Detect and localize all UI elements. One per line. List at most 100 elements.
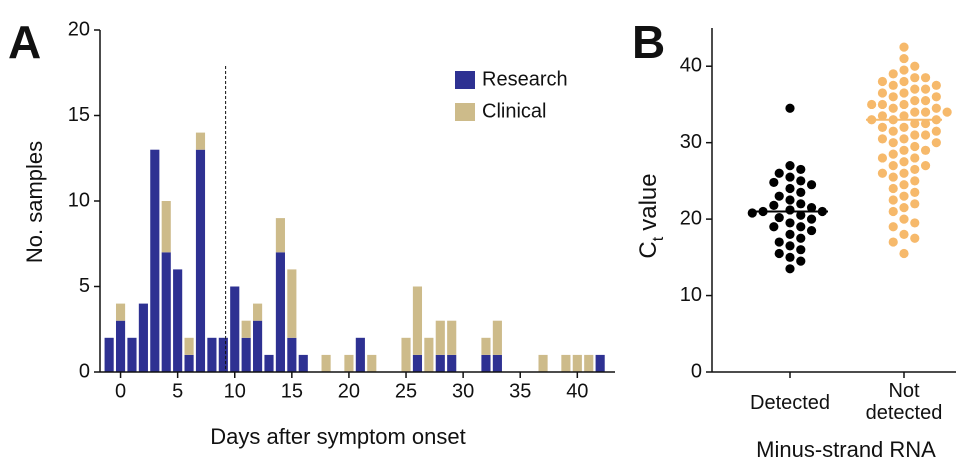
bar (595, 354, 605, 372)
data-point (931, 126, 941, 136)
y-tick-label: 10 (680, 284, 702, 306)
x-tick-label: 0 (115, 380, 126, 402)
bar (424, 337, 434, 372)
data-point (910, 233, 920, 243)
data-point (867, 99, 877, 110)
bar (184, 354, 194, 372)
x-tick-label: 35 (509, 380, 531, 402)
data-point (769, 200, 779, 210)
bar (344, 354, 354, 372)
bar (230, 286, 240, 372)
data-point (796, 164, 806, 175)
data-point (910, 107, 920, 117)
bar (115, 320, 126, 372)
bar (253, 303, 263, 321)
data-point (899, 180, 909, 190)
x-tick-label: 25 (395, 380, 417, 402)
data-point (899, 168, 909, 178)
data-point (806, 203, 817, 213)
data-point (899, 134, 909, 144)
bar (435, 320, 445, 355)
data-point (910, 187, 920, 197)
bar (241, 337, 251, 372)
data-point (888, 149, 898, 159)
bar (298, 354, 308, 372)
bar (447, 354, 457, 372)
bar (275, 252, 285, 372)
data-point (899, 88, 909, 98)
data-point (888, 80, 898, 90)
data-point (785, 195, 795, 205)
data-point (910, 153, 920, 163)
bar (572, 354, 582, 372)
data-point (877, 134, 888, 144)
data-point (785, 205, 795, 215)
bar (138, 303, 148, 372)
data-point (899, 111, 909, 121)
data-point (899, 203, 909, 213)
data-point (796, 245, 806, 255)
data-point (910, 199, 920, 209)
y-tick-label: 5 (79, 275, 90, 297)
data-point (785, 183, 795, 194)
data-point (888, 138, 898, 148)
bar (275, 218, 285, 253)
data-point (899, 76, 909, 87)
data-point (785, 264, 795, 274)
bar (218, 337, 228, 372)
legend-label: Research (482, 68, 568, 90)
data-point (910, 218, 920, 228)
bar (195, 149, 206, 372)
y-axis-title-rest: value (635, 173, 662, 230)
data-point (931, 80, 941, 90)
data-point (877, 122, 888, 132)
data-point (877, 168, 888, 178)
data-point (806, 225, 817, 236)
data-point (910, 118, 920, 129)
data-point (899, 191, 909, 201)
bar (401, 337, 411, 372)
y-tick-label: 40 (680, 55, 702, 77)
data-point (899, 229, 909, 239)
data-point (899, 214, 909, 224)
bar (161, 201, 171, 253)
data-point (931, 138, 941, 148)
data-point (796, 222, 806, 232)
data-point (899, 248, 909, 259)
y-tick-label: 10 (68, 189, 90, 211)
data-point (899, 122, 909, 132)
y-tick-label: 0 (691, 360, 702, 382)
data-point (888, 126, 898, 136)
data-point (877, 76, 888, 87)
data-point (785, 229, 795, 239)
bar (150, 149, 160, 372)
data-point (899, 99, 909, 110)
bar (435, 354, 445, 372)
bar (584, 354, 594, 372)
data-point (877, 88, 888, 98)
data-point (877, 99, 888, 110)
data-point (899, 42, 909, 52)
data-point (888, 222, 898, 232)
data-point (785, 218, 795, 228)
data-point (888, 206, 898, 217)
y-axis-title: No. samples (22, 141, 47, 263)
data-point (910, 141, 920, 152)
data-point (899, 53, 909, 64)
data-point (796, 199, 806, 209)
bar (492, 320, 502, 355)
y-tick-label: 20 (68, 18, 90, 40)
data-point (899, 145, 909, 155)
data-point (747, 208, 757, 218)
bar (447, 320, 457, 355)
data-point (899, 157, 909, 167)
y-axis-title-subscript: t (650, 236, 667, 241)
bar (195, 132, 206, 150)
bar (173, 269, 183, 372)
data-point (888, 92, 898, 102)
data-point (888, 183, 898, 194)
bar (253, 320, 263, 372)
data-point (806, 214, 817, 224)
data-point (774, 191, 784, 201)
